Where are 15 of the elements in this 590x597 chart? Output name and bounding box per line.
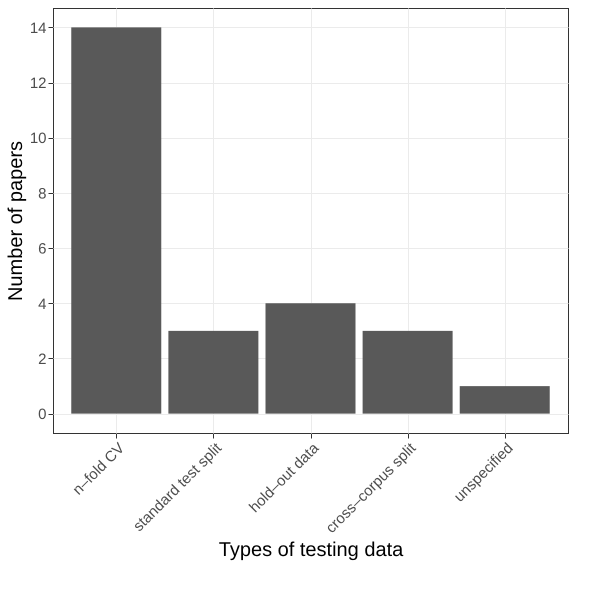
y-tick-label: 4 — [38, 296, 46, 313]
bar — [460, 386, 550, 414]
y-tick-label: 14 — [30, 20, 46, 37]
y-tick-label: 2 — [38, 350, 46, 368]
y-tick-label: 8 — [38, 185, 46, 202]
y-tick-label: 12 — [30, 75, 46, 92]
bar — [362, 330, 453, 414]
y-tick-label: 6 — [38, 240, 46, 258]
bar — [71, 27, 162, 414]
y-tick-label: 10 — [30, 130, 46, 148]
bar — [168, 330, 258, 414]
y-tick-label: 0 — [38, 406, 46, 424]
y-axis-title: Number of papers — [4, 140, 27, 302]
x-axis-title: Types of testing data — [218, 538, 404, 561]
bar — [266, 303, 356, 414]
